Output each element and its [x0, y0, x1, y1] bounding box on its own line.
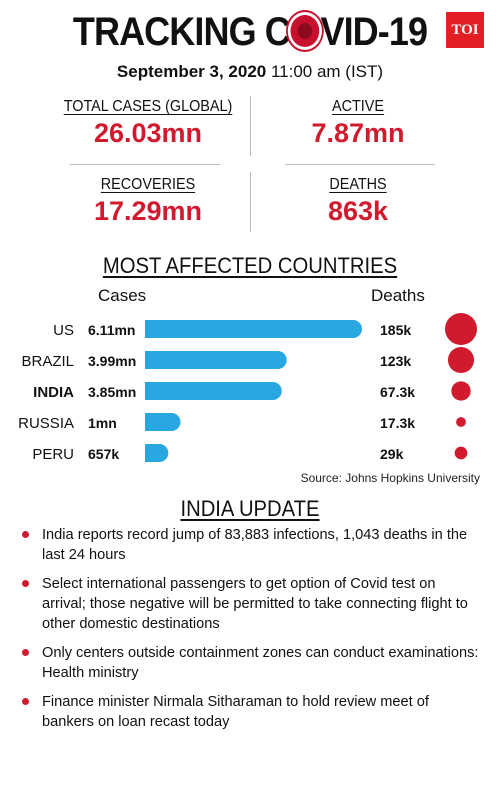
deaths-bubble: [456, 417, 466, 427]
country-label: RUSSIA: [18, 415, 74, 432]
cases-bar: [145, 320, 362, 338]
report-date: September 3, 2020 11:00 am (IST): [0, 62, 500, 82]
india-update-title-text: INDIA UPDATE: [180, 496, 320, 521]
bullet-icon: [22, 698, 29, 705]
deaths-value-label: 185k: [380, 322, 411, 338]
stat-label-recoveries: RECOVERIES: [100, 176, 196, 193]
bullet-icon: [22, 580, 29, 587]
stat-value-total-cases: 26.03mn: [93, 118, 203, 148]
update-text: Select international passengers to get o…: [42, 576, 468, 632]
stats-divider-vertical-bottom: [250, 172, 251, 232]
infographic-title: TRACKING C VID-19: [25, 8, 475, 56]
stat-value-recoveries: 17.29mn: [93, 196, 203, 226]
deaths-column-header: Deaths: [371, 286, 425, 305]
chart-source: Source: Johns Hopkins University: [300, 471, 480, 485]
india-update-list: India reports record jump of 83,883 infe…: [22, 525, 482, 741]
cases-value-label: 1mn: [88, 415, 117, 431]
cases-bar: [145, 413, 181, 431]
deaths-bubble: [451, 381, 471, 401]
deaths-value-label: 29k: [380, 446, 404, 462]
affected-countries-chart: US 6.11mn 185k BRAZIL 3.99mn 123k INDIA 3.85mn 6…: [18, 313, 477, 463]
cases-bar: [145, 382, 282, 400]
country-label: US: [53, 322, 74, 339]
update-text: India reports record jump of 83,883 infe…: [42, 527, 468, 563]
date-text: September 3, 2020: [116, 62, 267, 81]
stat-label-active: ACTIVE: [331, 98, 385, 115]
update-item: Finance minister Nirmala Sitharaman to h…: [22, 692, 482, 732]
stat-value-deaths: 863k: [327, 196, 389, 226]
india-update-title: INDIA UPDATE: [20, 496, 480, 522]
update-item: Only centers outside containment zones c…: [22, 643, 482, 683]
stats-divider-right: [285, 164, 435, 165]
cases-value-label: 3.99mn: [88, 353, 136, 369]
title-left-text: TRACKING C: [72, 10, 291, 54]
deaths-value-label: 67.3k: [380, 384, 415, 400]
stats-divider-left: [70, 164, 220, 165]
countries-section-title: MOST AFFECTED COUNTRIES: [20, 253, 480, 279]
country-label: INDIA: [33, 384, 74, 401]
brand-logo: TOI: [446, 12, 484, 48]
stats-divider-vertical-top: [250, 96, 251, 156]
countries-title-text: MOST AFFECTED COUNTRIES: [102, 253, 398, 278]
deaths-bubble: [447, 346, 475, 374]
virus-icon: [290, 15, 320, 47]
update-item: India reports record jump of 83,883 infe…: [22, 525, 482, 565]
update-text: Only centers outside containment zones c…: [42, 645, 479, 681]
bullet-icon: [22, 649, 29, 656]
deaths-bubble: [445, 313, 477, 345]
bullet-icon: [22, 531, 29, 538]
cases-value-label: 3.85mn: [88, 384, 136, 400]
cases-bar: [145, 444, 169, 462]
update-text: Finance minister Nirmala Sitharaman to h…: [42, 694, 429, 730]
stat-label-total-cases: TOTAL CASES (GLOBAL): [63, 98, 233, 115]
cases-bar: [145, 351, 287, 369]
cases-value-label: 657k: [88, 446, 119, 462]
stat-label-deaths: DEATHS: [329, 176, 387, 193]
deaths-value-label: 123k: [380, 353, 411, 369]
stat-value-active: 7.87mn: [311, 118, 405, 148]
title-right-text: VID-19: [320, 10, 428, 54]
deaths-bubble: [454, 446, 468, 460]
cases-value-label: 6.11mn: [88, 322, 135, 338]
update-item: Select international passengers to get o…: [22, 574, 482, 634]
time-text: 11:00 am (IST): [266, 62, 384, 81]
country-label: BRAZIL: [21, 353, 74, 370]
cases-column-header: Cases: [98, 286, 147, 305]
country-label: PERU: [32, 446, 74, 463]
deaths-value-label: 17.3k: [380, 415, 415, 431]
